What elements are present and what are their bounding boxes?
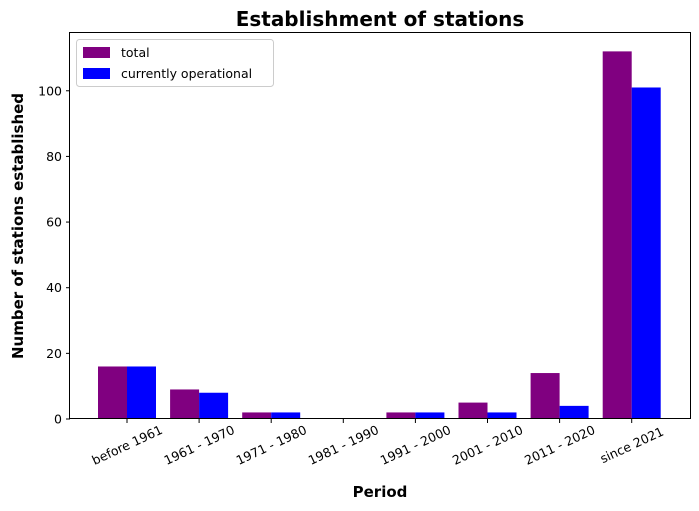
bar-total-2001-2010 [458,402,488,419]
bar-currently-operational-1991-2000 [415,412,445,419]
bar-total-1991-2000 [386,412,416,419]
legend-swatch-currently-operational [83,68,110,79]
chart-title: Establishment of stations [236,7,525,31]
x-tick-label: since 2021 [598,424,666,466]
y-tick-label: 60 [46,215,62,230]
bars-group [98,51,661,420]
x-tick-label: 1971 - 1980 [234,422,309,468]
legend-box [76,39,274,87]
bar-currently-operational-2011-2020 [559,405,589,419]
y-axis-ticks: 0 20 40 60 80 100 [38,83,70,427]
legend-label-total: total [121,45,150,60]
y-tick-label: 20 [46,346,62,361]
bar-total-since-2021 [602,51,632,419]
bar-currently-operational-1961-1970 [199,392,229,419]
x-tick-label: 2001 - 2010 [450,422,525,468]
x-tick-label: 1991 - 2000 [378,422,453,468]
bar-total-before-1961 [98,366,127,419]
legend-swatch-total [83,47,110,58]
y-tick-label: 0 [54,412,62,427]
y-tick-label: 80 [46,149,62,164]
x-tick-label: before 1961 [89,422,164,468]
y-tick-label: 40 [46,280,62,295]
x-tick-label: 1981 - 1990 [306,422,381,468]
legend-label-currently-operational: currently operational [121,66,252,81]
bar-total-2011-2020 [530,373,560,419]
y-axis-label: Number of stations established [9,93,27,359]
x-axis-label: Period [353,483,408,501]
bar-currently-operational-since-2021 [631,87,661,420]
legend: total currently operational [76,39,274,87]
plot-area-frame [69,32,691,419]
bar-total-1961-1970 [170,389,200,419]
bar-currently-operational-before-1961 [127,366,156,419]
bar-total-1971-1980 [242,412,272,419]
bar-currently-operational-1971-1980 [271,412,301,419]
x-tick-label: 2011 - 2020 [522,422,597,468]
y-tick-label: 100 [38,83,62,98]
bar-currently-operational-2001-2010 [487,412,517,419]
x-tick-label: 1961 - 1970 [162,422,237,468]
